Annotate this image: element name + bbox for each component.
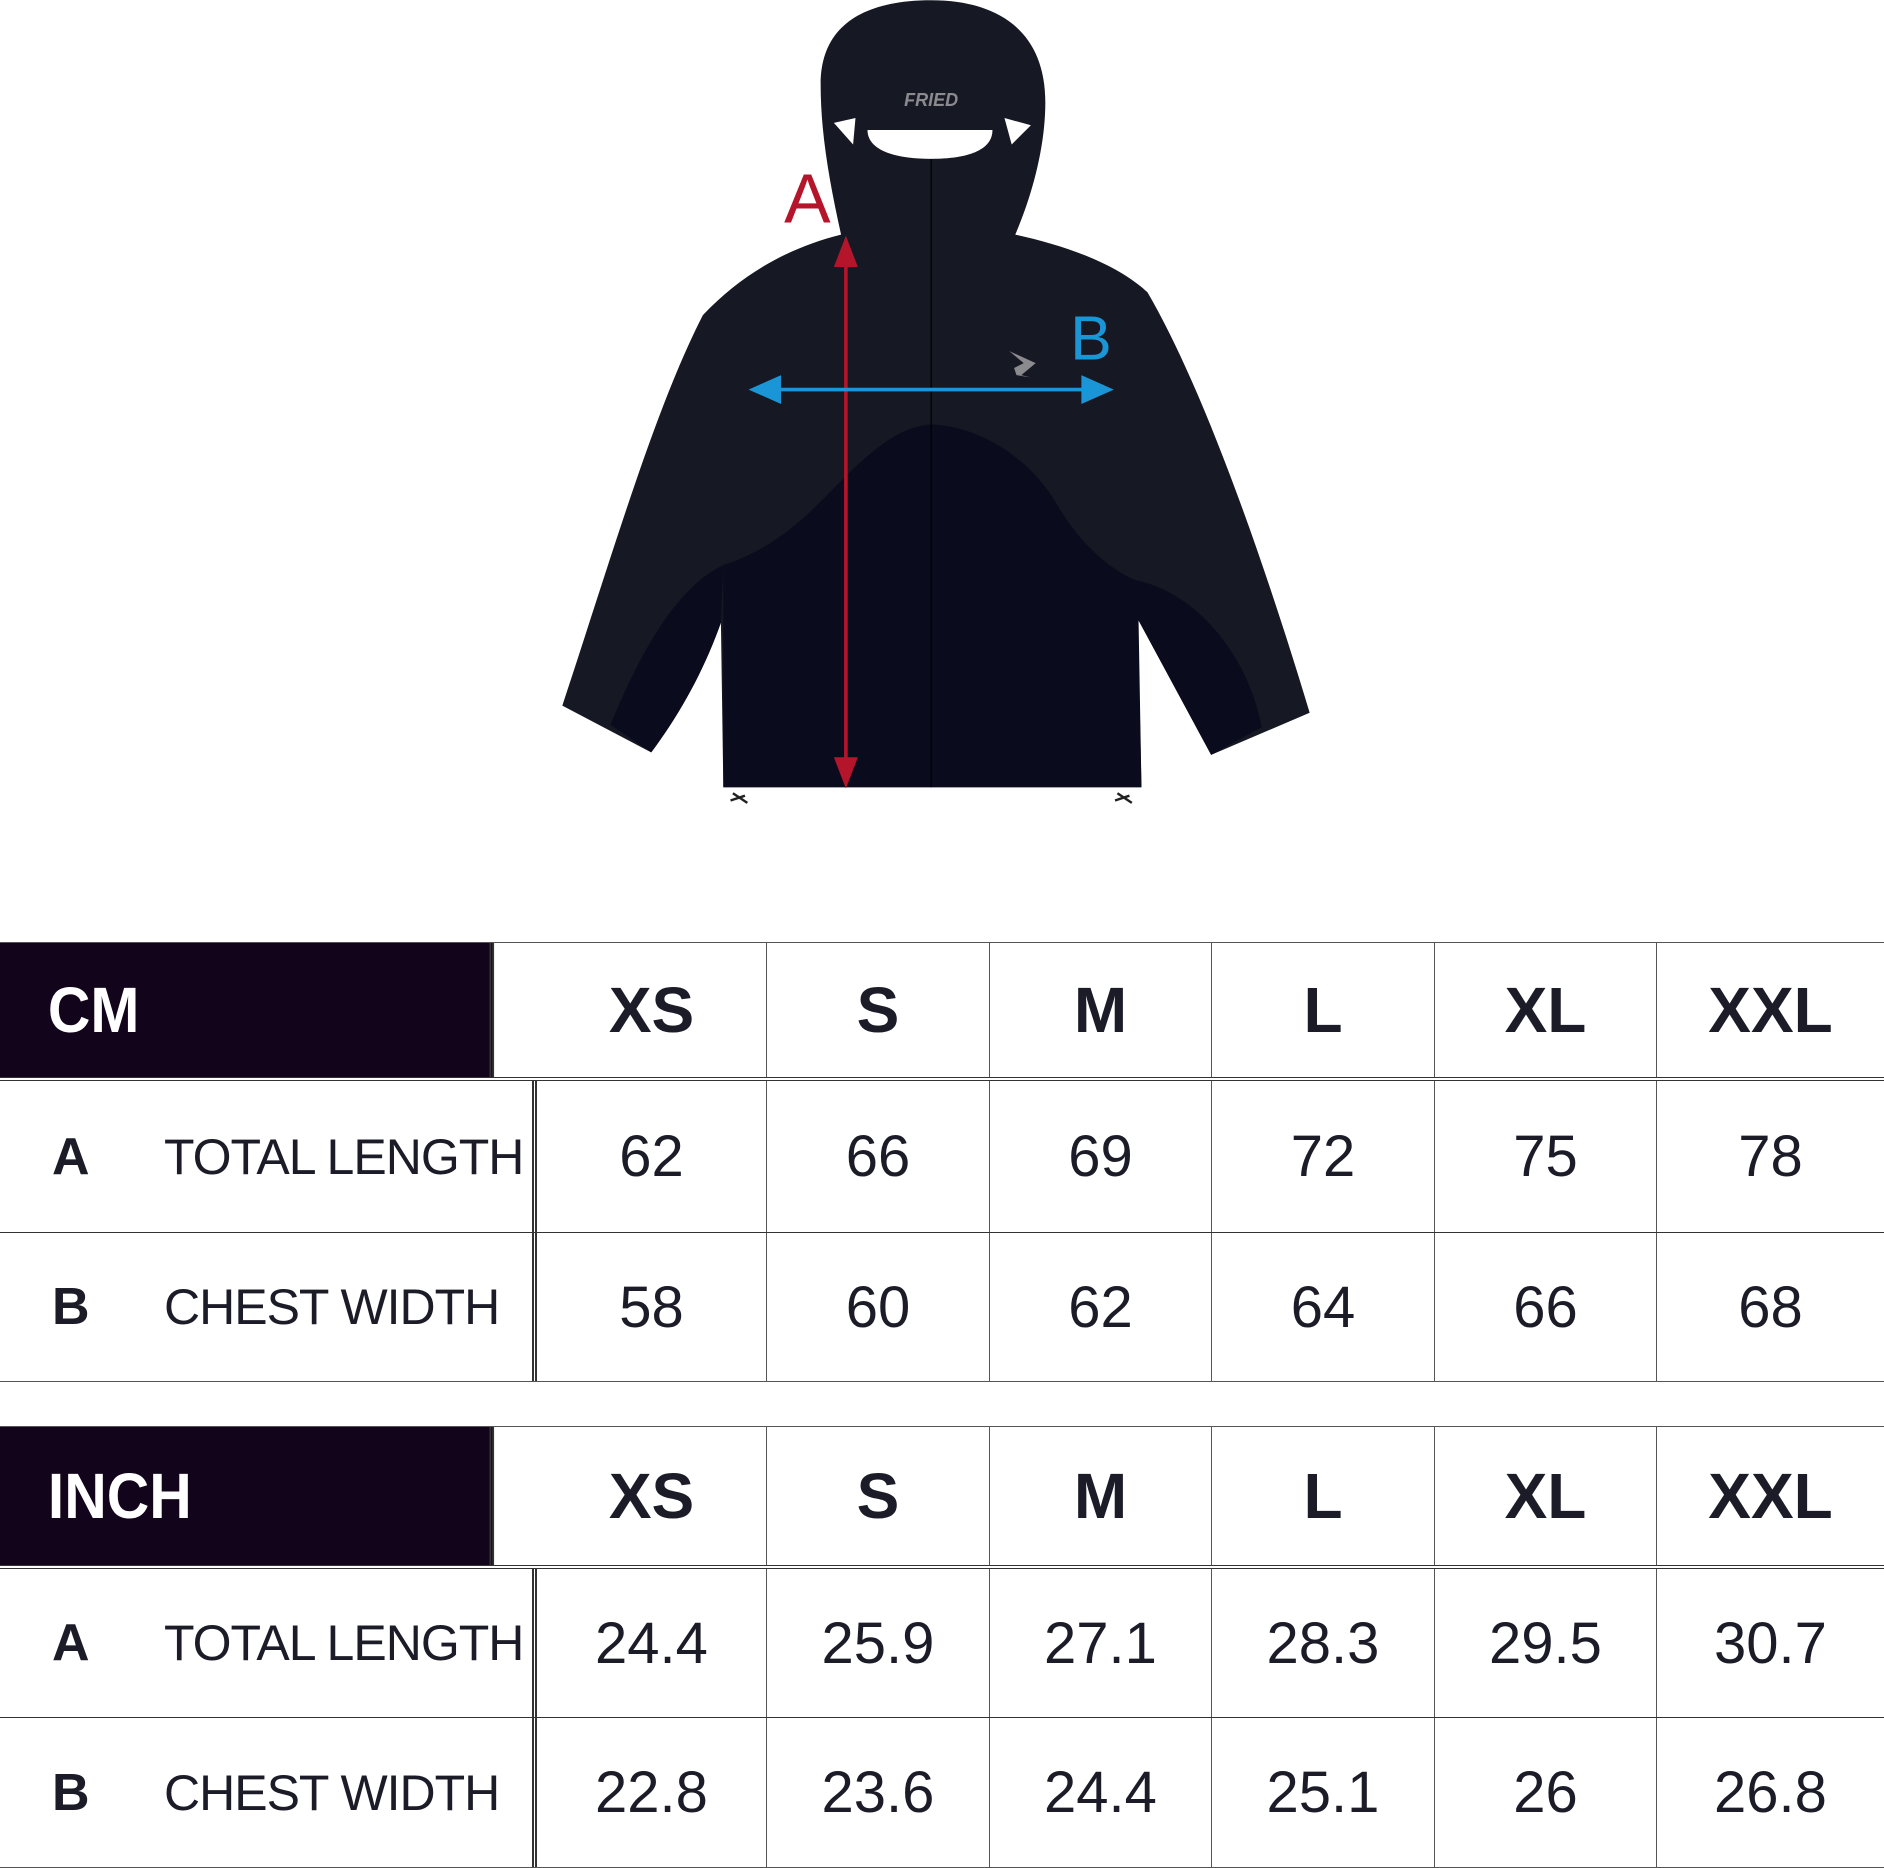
measurement-name: CHEST WIDTH (164, 1279, 500, 1335)
unit-label: CM (0, 943, 495, 1077)
measurement-label: B CHEST WIDTH (0, 1718, 537, 1867)
size-header: XXL (1708, 974, 1833, 1046)
left-cuff (610, 564, 724, 753)
measurement-name: TOTAL LENGTH (164, 1615, 524, 1671)
size-header: S (767, 943, 990, 1077)
measurement-value: 69 (990, 1081, 1212, 1232)
measure-b-arrow (748, 375, 1114, 404)
measurement-value: 26 (1435, 1718, 1657, 1867)
measurement-value: 23.6 (767, 1718, 990, 1867)
unit-label: INCH (0, 1427, 495, 1565)
measurement-name: TOTAL LENGTH (164, 1128, 524, 1185)
measurement-value: 75 (1435, 1081, 1657, 1232)
measurement-letter: B (52, 1278, 90, 1336)
size-header: XXL (1708, 1460, 1833, 1532)
measurement-letter: A (52, 1614, 90, 1672)
jacket-lower-panel (723, 424, 1142, 788)
measurement-label: A TOTAL LENGTH (0, 1081, 537, 1232)
size-header: XL (1435, 943, 1657, 1077)
size-header: M (990, 1427, 1212, 1565)
hood-vent-right (1004, 118, 1031, 145)
size-header: M (990, 943, 1212, 1077)
measurement-row: B CHEST WIDTH 58 60 62 64 66 68 (0, 1233, 1884, 1381)
measurement-letter: A (52, 1127, 90, 1186)
measurement-value: 68 (1738, 1274, 1803, 1340)
measurement-label: B CHEST WIDTH (0, 1233, 537, 1381)
measure-b-label: B (1070, 304, 1112, 374)
drawcord-right (1114, 792, 1133, 804)
measurement-value: 30.7 (1714, 1610, 1827, 1676)
measurement-value: 66 (767, 1081, 990, 1232)
brand-logo: FRIED (904, 90, 958, 110)
size-header: L (1212, 1427, 1435, 1565)
chest-logo-icon (1009, 351, 1036, 378)
measurement-value: 72 (1212, 1081, 1435, 1232)
measurement-letter: B (52, 1763, 90, 1822)
face-opening (867, 130, 993, 159)
jacket-diagram: FRIED A B (562, 0, 1310, 804)
measurement-value: 28.3 (1212, 1569, 1435, 1717)
measurement-value: 27.1 (990, 1569, 1212, 1717)
size-header: L (1212, 943, 1435, 1077)
measurement-value: 60 (767, 1233, 990, 1381)
measurement-row: A TOTAL LENGTH 24.4 25.9 27.1 28.3 29.5 30.7 (0, 1569, 1884, 1718)
measurement-value: 62 (990, 1233, 1212, 1381)
measure-a-label: A (784, 160, 831, 238)
drawcord-left (730, 792, 749, 804)
measurement-value: 66 (1435, 1233, 1657, 1381)
measurement-value: 58 (537, 1233, 767, 1381)
measurement-row: B CHEST WIDTH 22.8 23.6 24.4 25.1 26 26.8 (0, 1718, 1884, 1867)
measurement-value: 24.4 (990, 1718, 1212, 1867)
size-header: XS (537, 943, 767, 1077)
hood-vent-left (833, 118, 856, 145)
measurement-name: CHEST WIDTH (164, 1764, 500, 1821)
measure-a-arrow (833, 235, 858, 789)
header-row: CM XS S M L XL XXL (0, 943, 1884, 1081)
measurement-value: 26.8 (1714, 1760, 1827, 1825)
size-header: S (767, 1427, 990, 1565)
measurement-row: A TOTAL LENGTH 62 66 69 72 75 78 (0, 1081, 1884, 1233)
measurement-value: 62 (537, 1081, 767, 1232)
size-table-cm: CM XS S M L XL XXL A TOTAL LENGTH 62 66 69 72 75 78 B CH… (0, 942, 1884, 1382)
size-header: XL (1435, 1427, 1657, 1565)
measurement-label: A TOTAL LENGTH (0, 1569, 537, 1717)
measurement-value: 24.4 (537, 1569, 767, 1717)
measurement-value: 22.8 (537, 1718, 767, 1867)
measurement-value: 64 (1212, 1233, 1435, 1381)
header-row: INCH XS S M L XL XXL (0, 1427, 1884, 1569)
measurement-value: 29.5 (1435, 1569, 1657, 1717)
size-table-inch: INCH XS S M L XL XXL A TOTAL LENGTH 24.4 25.9 27.1 2… (0, 1426, 1884, 1868)
measurement-value: 78 (1738, 1124, 1803, 1189)
right-cuff (1137, 580, 1262, 755)
measurement-value: 25.9 (767, 1569, 990, 1717)
size-header: XS (537, 1427, 767, 1565)
measurement-value: 25.1 (1212, 1718, 1435, 1867)
